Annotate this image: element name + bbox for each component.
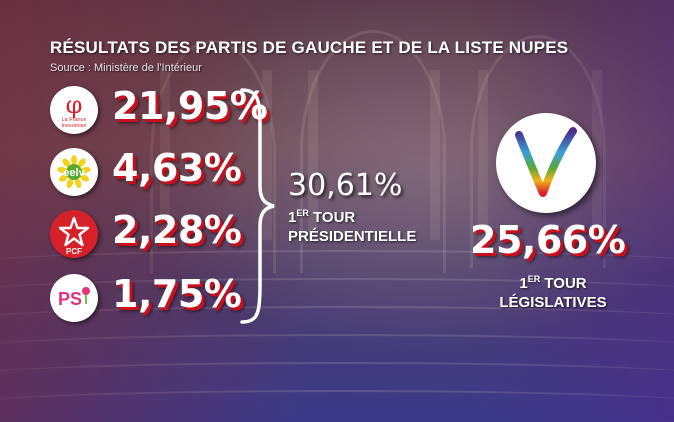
- party-row-ps: PS 1,75%: [50, 272, 260, 328]
- ps-rose-logo-icon: PS: [50, 274, 98, 322]
- value-label: 4,63%: [112, 146, 242, 190]
- round-word: TOUR: [313, 209, 356, 226]
- value-label: 2,28%: [112, 208, 242, 252]
- party-row-lfi: φ La France insoumise 21,95%: [50, 84, 268, 140]
- value-label: 1,75%: [112, 272, 242, 316]
- round-word: TOUR: [544, 275, 587, 292]
- svg-text:eelv: eelv: [63, 167, 85, 179]
- svg-text:φ: φ: [66, 91, 83, 119]
- round-suffix: ER: [296, 208, 309, 218]
- round-number: 1: [519, 275, 528, 292]
- svg-text:PS: PS: [58, 289, 82, 309]
- eelv-sunflower-logo-icon: eelv: [50, 148, 98, 196]
- svg-text:insoumise: insoumise: [62, 123, 87, 129]
- presidential-total-label: 1ER TOUR PRÉSIDENTIELLE: [288, 204, 458, 246]
- chart-title: RÉSULTATS DES PARTIS DE GAUCHE ET DE LA …: [50, 38, 569, 57]
- party-row-eelv: eelv 4,63%: [50, 146, 260, 202]
- election-label: PRÉSIDENTIELLE: [288, 228, 417, 245]
- brace-icon: [240, 88, 275, 324]
- svg-text:La France: La France: [62, 117, 87, 123]
- pcf-star-logo-icon: PCF: [50, 210, 98, 258]
- nupes-legislative-label: 1ER TOUR LÉGISLATIVES: [478, 270, 628, 312]
- nupes-v-logo-icon: [496, 113, 596, 213]
- svg-text:PCF: PCF: [66, 247, 82, 256]
- round-number: 1: [288, 209, 297, 226]
- nupes-legislative-value: 25,66%: [470, 218, 626, 262]
- party-row-pcf: PCF 2,28%: [50, 208, 260, 264]
- round-suffix: ER: [527, 274, 541, 284]
- election-label: LÉGISLATIVES: [499, 294, 607, 311]
- presidential-total-value: 30,61%: [288, 168, 403, 203]
- source-note: Source : Ministère de l'Intérieur: [50, 62, 202, 74]
- phi-logo-icon: φ La France insoumise: [50, 86, 98, 134]
